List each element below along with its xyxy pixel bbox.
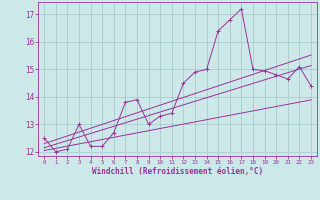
X-axis label: Windchill (Refroidissement éolien,°C): Windchill (Refroidissement éolien,°C) (92, 167, 263, 176)
